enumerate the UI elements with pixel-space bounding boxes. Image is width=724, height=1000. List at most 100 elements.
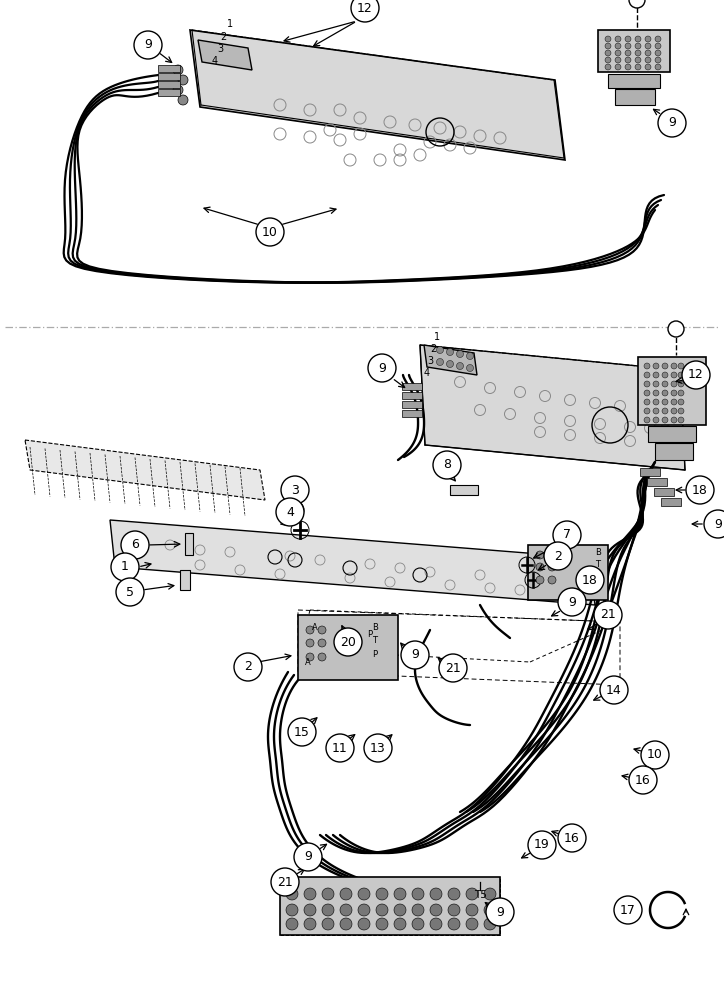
Circle shape xyxy=(653,363,659,369)
Circle shape xyxy=(111,553,139,581)
Circle shape xyxy=(466,918,478,930)
Circle shape xyxy=(358,904,370,916)
Text: 1: 1 xyxy=(121,560,129,574)
Bar xyxy=(615,89,655,105)
Circle shape xyxy=(605,36,611,42)
Circle shape xyxy=(662,381,668,387)
Circle shape xyxy=(645,57,651,63)
Text: 10: 10 xyxy=(647,748,663,762)
Circle shape xyxy=(536,563,544,571)
Circle shape xyxy=(437,359,444,365)
Text: B: B xyxy=(372,623,378,632)
Text: P: P xyxy=(372,650,377,659)
Circle shape xyxy=(394,918,406,930)
Bar xyxy=(158,65,180,72)
Text: 18: 18 xyxy=(582,574,598,586)
Circle shape xyxy=(376,888,388,900)
Circle shape xyxy=(678,381,684,387)
Circle shape xyxy=(655,36,661,42)
Circle shape xyxy=(528,831,556,859)
Circle shape xyxy=(412,888,424,900)
Bar xyxy=(298,615,398,680)
Text: 18: 18 xyxy=(692,484,708,496)
Circle shape xyxy=(625,50,631,56)
Circle shape xyxy=(412,904,424,916)
Circle shape xyxy=(306,653,314,661)
Circle shape xyxy=(466,888,478,900)
Circle shape xyxy=(641,741,669,769)
Text: 2: 2 xyxy=(244,660,252,674)
Circle shape xyxy=(306,626,314,634)
Text: 4: 4 xyxy=(424,368,430,378)
Text: 1: 1 xyxy=(227,19,233,29)
Text: 7: 7 xyxy=(563,528,571,542)
Circle shape xyxy=(376,904,388,916)
Circle shape xyxy=(121,531,149,559)
Text: 9: 9 xyxy=(668,116,676,129)
Bar xyxy=(158,89,180,96)
Circle shape xyxy=(653,417,659,423)
Circle shape xyxy=(629,0,645,8)
Circle shape xyxy=(682,361,710,389)
Circle shape xyxy=(653,381,659,387)
Circle shape xyxy=(605,50,611,56)
Circle shape xyxy=(536,551,544,559)
Circle shape xyxy=(635,43,641,49)
Circle shape xyxy=(704,510,724,538)
Circle shape xyxy=(671,381,677,387)
Text: 9: 9 xyxy=(144,38,152,51)
Text: 14: 14 xyxy=(606,684,622,696)
Circle shape xyxy=(671,399,677,405)
Bar xyxy=(655,443,693,460)
Circle shape xyxy=(484,918,496,930)
Circle shape xyxy=(358,918,370,930)
Text: 16: 16 xyxy=(564,832,580,844)
Circle shape xyxy=(678,408,684,414)
Bar xyxy=(158,73,180,80)
Circle shape xyxy=(605,64,611,70)
Circle shape xyxy=(394,904,406,916)
Circle shape xyxy=(635,64,641,70)
Circle shape xyxy=(437,347,444,354)
Circle shape xyxy=(294,843,322,871)
Circle shape xyxy=(615,64,621,70)
Text: 19: 19 xyxy=(534,838,550,852)
Circle shape xyxy=(655,50,661,56)
Circle shape xyxy=(653,372,659,378)
Circle shape xyxy=(625,36,631,42)
Circle shape xyxy=(644,372,650,378)
Circle shape xyxy=(625,43,631,49)
Polygon shape xyxy=(420,345,685,470)
Circle shape xyxy=(645,50,651,56)
Text: 10: 10 xyxy=(262,226,278,238)
Text: A: A xyxy=(305,658,311,667)
Text: P: P xyxy=(595,573,601,582)
Circle shape xyxy=(644,381,650,387)
Polygon shape xyxy=(198,40,252,70)
Circle shape xyxy=(668,321,684,337)
Text: 3: 3 xyxy=(217,44,223,54)
Circle shape xyxy=(662,408,668,414)
Polygon shape xyxy=(424,345,477,375)
Circle shape xyxy=(625,64,631,70)
Circle shape xyxy=(484,904,496,916)
Circle shape xyxy=(430,904,442,916)
Circle shape xyxy=(368,354,396,382)
Circle shape xyxy=(553,521,581,549)
Text: 4: 4 xyxy=(212,56,218,66)
Circle shape xyxy=(116,578,144,606)
Circle shape xyxy=(439,654,467,682)
Circle shape xyxy=(401,641,429,669)
Bar xyxy=(608,74,660,88)
Circle shape xyxy=(605,57,611,63)
Circle shape xyxy=(271,868,299,896)
Circle shape xyxy=(448,904,460,916)
Circle shape xyxy=(644,417,650,423)
Circle shape xyxy=(318,639,326,647)
Circle shape xyxy=(486,898,514,926)
Text: 12: 12 xyxy=(688,368,704,381)
Bar xyxy=(180,570,190,590)
Circle shape xyxy=(644,363,650,369)
Circle shape xyxy=(644,399,650,405)
Text: 9: 9 xyxy=(496,906,504,918)
